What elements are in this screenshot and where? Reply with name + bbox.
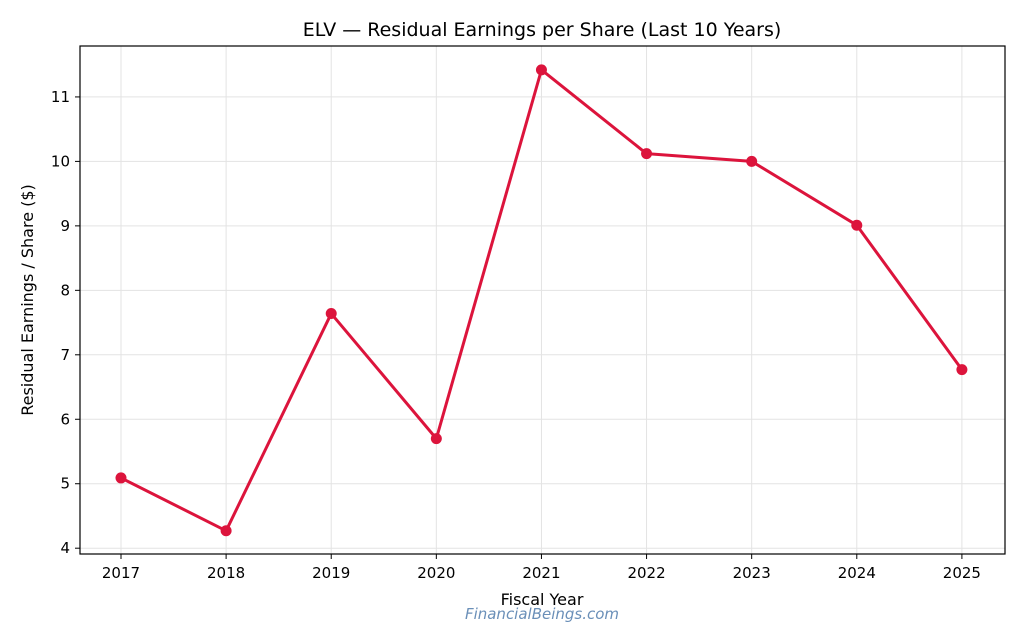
y-axis-label: Residual Earnings / Share ($) (18, 184, 37, 416)
plot-frame (79, 45, 1006, 555)
y-tick-label: 6 (60, 410, 70, 428)
y-tick-label: 5 (60, 475, 70, 493)
data-point-2020 (430, 433, 442, 445)
x-tick-label: 2022 (627, 564, 665, 582)
x-tick-label: 2019 (312, 564, 350, 582)
data-point-2025 (956, 364, 968, 376)
y-tick-label: 7 (60, 346, 70, 364)
chart-title: ELV — Residual Earnings per Share (Last … (303, 19, 782, 41)
y-tick-label: 11 (51, 88, 70, 106)
x-axis: 2017 2018 2019 2020 2021 2022 2023 2024 2025 (102, 554, 981, 582)
data-point-2023 (746, 155, 758, 167)
data-point-2017 (115, 472, 127, 484)
y-tick-label: 4 (60, 539, 70, 557)
data-point-2024 (851, 219, 863, 231)
x-tick-label: 2021 (522, 564, 560, 582)
x-tick-label: 2018 (207, 564, 245, 582)
x-tick-label: 2025 (943, 564, 981, 582)
series (115, 64, 968, 537)
y-axis: 4 5 6 7 8 9 10 11 (51, 88, 80, 557)
x-tick-label: 2017 (102, 564, 140, 582)
data-point-2018 (220, 525, 232, 537)
x-axis-label: Fiscal Year (501, 590, 584, 609)
x-tick-label: 2024 (838, 564, 876, 582)
data-point-2019 (325, 308, 337, 320)
x-tick-label: 2023 (733, 564, 771, 582)
watermark: FinancialBeings.com (465, 605, 619, 623)
x-tick-label: 2020 (417, 564, 455, 582)
data-point-2021 (535, 64, 547, 76)
data-point-2022 (641, 148, 653, 160)
y-tick-label: 9 (60, 217, 70, 235)
y-tick-label: 8 (60, 281, 70, 299)
grid (80, 46, 1005, 554)
y-tick-label: 10 (51, 152, 70, 170)
